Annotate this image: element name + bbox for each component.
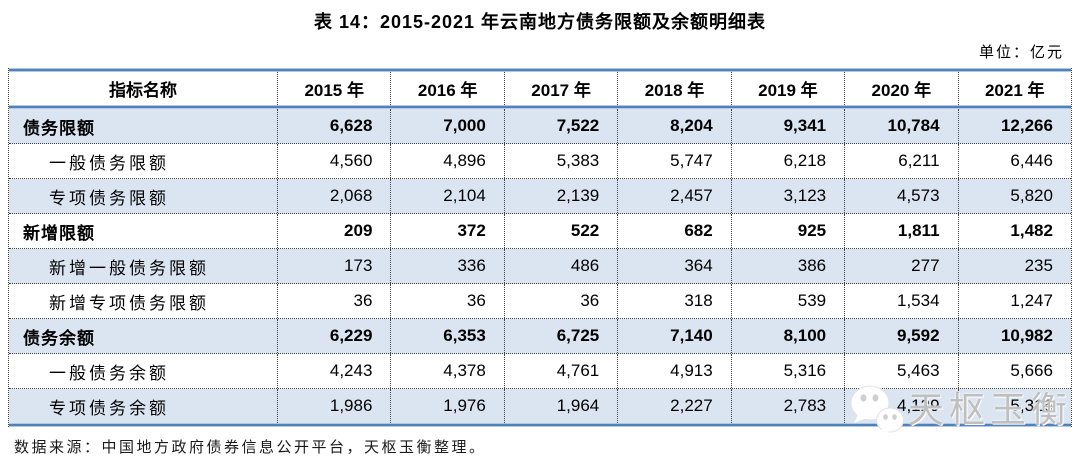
value-cell: 364 — [617, 249, 730, 283]
value-cell: 36 — [390, 284, 503, 318]
row-label: 新增一般债务限额 — [49, 258, 209, 278]
header-year: 2021 年 — [957, 72, 1071, 105]
page-title: 表 14：2015-2021 年云南地方债务限额及余额明细表 — [313, 12, 767, 32]
value-cell: 10,982 — [957, 319, 1071, 353]
debt-table: 指标名称 2015 年 2016 年 2017 年 2018 年 2019 年 2020 年… — [8, 68, 1072, 427]
table-bottom-border — [9, 423, 1071, 427]
value-cell: 6,229 — [277, 319, 390, 353]
value-cell: 5,383 — [503, 144, 617, 178]
value-cell: 8,204 — [617, 109, 730, 143]
value-cell: 539 — [730, 284, 844, 318]
source-note: 数据来源：中国地方政府债券信息公开平台，天枢玉衡整理。 — [14, 440, 487, 456]
table-top-border — [9, 68, 1071, 72]
value-cell: 4,573 — [844, 179, 957, 213]
value-cell: 1,811 — [844, 214, 957, 248]
table-row: 新增一般债务限额 173 336 486 364 386 277 235 — [9, 249, 1071, 284]
value-cell: 6,446 — [957, 144, 1071, 178]
header-year: 2015 年 — [277, 72, 390, 105]
value-cell: 36 — [277, 284, 390, 318]
table-body: 债务限额 6,628 7,000 7,522 8,204 9,341 10,784 12,26… — [9, 109, 1071, 423]
value-cell: 1,247 — [957, 284, 1071, 318]
table-row: 专项债务余额 1,986 1,976 1,964 2,227 2,783 4,129 5,31… — [9, 389, 1071, 423]
value-cell: 2,783 — [730, 389, 844, 423]
value-cell: 4,243 — [277, 354, 390, 388]
table-row: 债务余额 6,229 6,353 6,725 7,140 8,100 9,592 10,982 — [9, 319, 1071, 354]
value-cell: 7,000 — [390, 109, 503, 143]
header-divider — [9, 105, 1071, 109]
value-cell: 7,522 — [503, 109, 617, 143]
value-cell: 209 — [277, 214, 390, 248]
header-year: 2016 年 — [390, 72, 503, 105]
value-cell: 522 — [503, 214, 617, 248]
value-cell: 6,211 — [844, 144, 957, 178]
value-cell: 8,100 — [730, 319, 844, 353]
value-cell: 5,316 — [957, 389, 1071, 423]
table-row: 债务限额 6,628 7,000 7,522 8,204 9,341 10,784 12,26… — [9, 109, 1071, 144]
header-year: 2017 年 — [503, 72, 617, 105]
value-cell: 2,227 — [617, 389, 730, 423]
value-cell: 2,068 — [277, 179, 390, 213]
header-year: 2019 年 — [730, 72, 844, 105]
value-cell: 277 — [844, 249, 957, 283]
value-cell: 12,266 — [957, 109, 1071, 143]
value-cell: 486 — [503, 249, 617, 283]
value-cell: 10,784 — [844, 109, 957, 143]
value-cell: 1,482 — [957, 214, 1071, 248]
row-label: 专项债务限额 — [49, 188, 169, 208]
value-cell: 5,820 — [957, 179, 1071, 213]
table-row: 一般债务余额 4,243 4,378 4,761 4,913 5,316 5,463 5,66… — [9, 354, 1071, 389]
value-cell: 9,592 — [844, 319, 957, 353]
value-cell: 6,628 — [277, 109, 390, 143]
value-cell: 173 — [277, 249, 390, 283]
value-cell: 4,761 — [503, 354, 617, 388]
value-cell: 5,747 — [617, 144, 730, 178]
row-label: 一般债务余额 — [49, 363, 169, 383]
table-row: 新增限额 209 372 522 682 925 1,811 1,482 — [9, 214, 1071, 249]
value-cell: 5,666 — [957, 354, 1071, 388]
value-cell: 235 — [957, 249, 1071, 283]
value-cell: 386 — [730, 249, 844, 283]
value-cell: 2,457 — [617, 179, 730, 213]
value-cell: 4,560 — [277, 144, 390, 178]
row-label: 专项债务余额 — [49, 398, 169, 418]
header-year: 2018 年 — [617, 72, 730, 105]
table-row: 一般债务限额 4,560 4,896 5,383 5,747 6,218 6,211 6,44… — [9, 144, 1071, 179]
row-label: 债务限额 — [23, 118, 95, 138]
value-cell: 3,123 — [730, 179, 844, 213]
value-cell: 336 — [390, 249, 503, 283]
header-indicator-name: 指标名称 — [109, 81, 177, 100]
value-cell: 372 — [390, 214, 503, 248]
value-cell: 9,341 — [730, 109, 844, 143]
value-cell: 1,534 — [844, 284, 957, 318]
value-cell: 7,140 — [617, 319, 730, 353]
row-label: 债务余额 — [23, 328, 95, 348]
unit-label: 单位：亿元 — [978, 45, 1064, 61]
value-cell: 4,896 — [390, 144, 503, 178]
table-row: 专项债务限额 2,068 2,104 2,139 2,457 3,123 4,573 5,82… — [9, 179, 1071, 214]
table-row: 新增专项债务限额 36 36 36 318 539 1,534 1,247 — [9, 284, 1071, 319]
table-header-row: 指标名称 2015 年 2016 年 2017 年 2018 年 2019 年 2020 年… — [9, 72, 1071, 105]
value-cell: 1,986 — [277, 389, 390, 423]
value-cell: 2,104 — [390, 179, 503, 213]
value-cell: 6,218 — [730, 144, 844, 178]
value-cell: 4,913 — [617, 354, 730, 388]
value-cell: 5,463 — [844, 354, 957, 388]
row-label: 新增专项债务限额 — [49, 293, 209, 313]
header-year: 2020 年 — [844, 72, 957, 105]
value-cell: 1,976 — [390, 389, 503, 423]
value-cell: 2,139 — [503, 179, 617, 213]
value-cell: 4,378 — [390, 354, 503, 388]
value-cell: 36 — [503, 284, 617, 318]
value-cell: 4,129 — [844, 389, 957, 423]
row-label: 新增限额 — [23, 223, 95, 243]
value-cell: 925 — [730, 214, 844, 248]
value-cell: 682 — [617, 214, 730, 248]
value-cell: 1,964 — [503, 389, 617, 423]
value-cell: 5,316 — [730, 354, 844, 388]
value-cell: 6,353 — [390, 319, 503, 353]
row-label: 一般债务限额 — [49, 153, 169, 173]
value-cell: 6,725 — [503, 319, 617, 353]
value-cell: 318 — [617, 284, 730, 318]
